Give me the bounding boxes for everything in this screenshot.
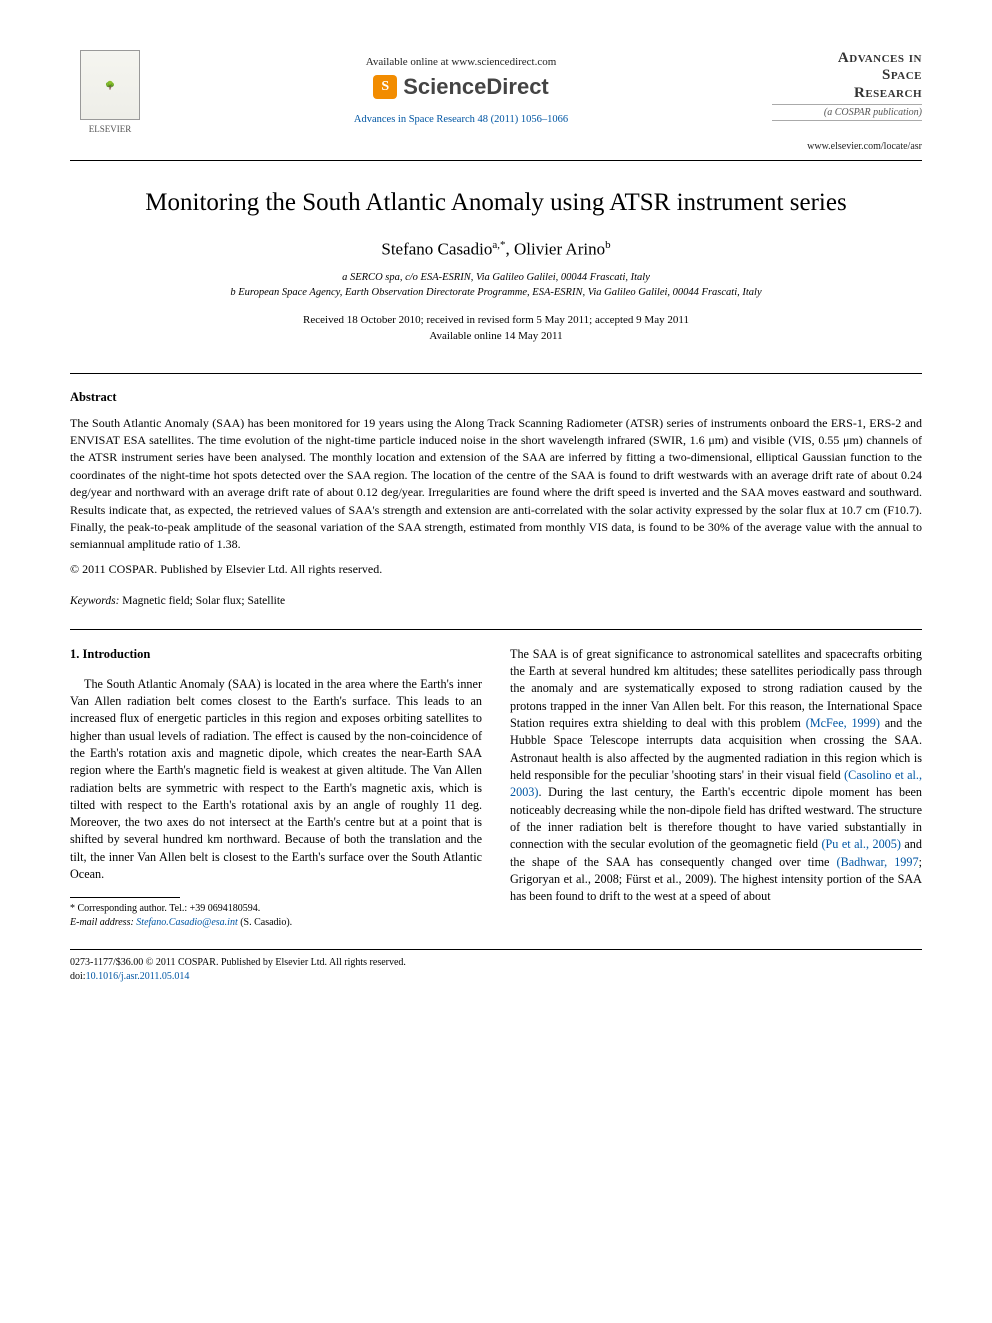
article-title: Monitoring the South Atlantic Anomaly us…: [70, 189, 922, 217]
abstract-text: The South Atlantic Anomaly (SAA) has bee…: [70, 415, 922, 554]
dates-line1: Received 18 October 2010; received in re…: [70, 313, 922, 329]
dates-line2: Available online 14 May 2011: [70, 329, 922, 345]
intro-paragraph-2: The SAA is of great significance to astr…: [510, 646, 922, 906]
footer-block: 0273-1177/$36.00 © 2011 COSPAR. Publishe…: [70, 956, 922, 983]
abstract-heading: Abstract: [70, 390, 922, 405]
author-2-sup: b: [605, 239, 611, 251]
corresponding-divider: [70, 897, 180, 898]
doi-value[interactable]: 10.1016/j.asr.2011.05.014: [86, 971, 190, 982]
affiliation-a: a SERCO spa, c/o ESA-ESRIN, Via Galileo …: [70, 271, 922, 286]
author-1-sup: a,*: [492, 239, 505, 251]
footer-doi-line: doi:10.1016/j.asr.2011.05.014: [70, 970, 922, 984]
introduction-heading: 1. Introduction: [70, 646, 482, 664]
authors-line: Stefano Casadioa,*, Olivier Arinob: [70, 239, 922, 260]
left-column: 1. Introduction The South Atlantic Anoma…: [70, 646, 482, 930]
elsevier-label: ELSEVIER: [70, 124, 150, 134]
right-column: The SAA is of great significance to astr…: [510, 646, 922, 930]
page-header: 🌳 ELSEVIER Available online at www.scien…: [70, 50, 922, 152]
elsevier-tree-icon: 🌳: [80, 50, 140, 120]
journal-url[interactable]: www.elsevier.com/locate/asr: [772, 141, 922, 152]
citation-badhwar-1997[interactable]: (Badhwar, 1997: [837, 855, 919, 869]
intro-paragraph-1: The South Atlantic Anomaly (SAA) is loca…: [70, 676, 482, 884]
citation-mcfee-1999[interactable]: (McFee, 1999): [806, 716, 880, 730]
email-name: (S. Casadio).: [240, 917, 292, 928]
email-label: E-mail address:: [70, 917, 134, 928]
sciencedirect-text: ScienceDirect: [403, 74, 549, 100]
email-address[interactable]: Stefano.Casadio@esa.int: [136, 917, 237, 928]
cospar-publication: (a COSPAR publication): [772, 104, 922, 121]
journal-title: Advances in Space Research: [772, 50, 922, 102]
corresponding-author-block: * Corresponding author. Tel.: +39 069418…: [70, 902, 482, 929]
footer-copyright: 0273-1177/$36.00 © 2011 COSPAR. Publishe…: [70, 956, 922, 970]
header-rule: [70, 160, 922, 161]
sciencedirect-icon: S: [373, 75, 397, 99]
keywords-label: Keywords:: [70, 595, 119, 607]
journal-reference[interactable]: Advances in Space Research 48 (2011) 105…: [150, 114, 772, 125]
abstract-bottom-rule: [70, 629, 922, 630]
affiliations: a SERCO spa, c/o ESA-ESRIN, Via Galileo …: [70, 271, 922, 300]
available-online-text: Available online at www.sciencedirect.co…: [150, 56, 772, 68]
sciencedirect-brand: S ScienceDirect: [373, 74, 549, 100]
citation-pu-2005[interactable]: (Pu et al., 2005): [821, 837, 900, 851]
abstract-copyright: © 2011 COSPAR. Published by Elsevier Ltd…: [70, 562, 922, 577]
doi-label: doi:: [70, 971, 86, 982]
corresponding-email-line: E-mail address: Stefano.Casadio@esa.int …: [70, 916, 482, 930]
corresponding-tel: * Corresponding author. Tel.: +39 069418…: [70, 902, 482, 916]
elsevier-logo: 🌳 ELSEVIER: [70, 50, 150, 134]
journal-box: Advances in Space Research (a COSPAR pub…: [772, 50, 922, 152]
author-1: Stefano Casadio: [381, 239, 492, 258]
affiliation-b: b European Space Agency, Earth Observati…: [70, 286, 922, 301]
abstract-top-rule: [70, 373, 922, 374]
footer-rule: [70, 949, 922, 950]
keywords-values: Magnetic field; Solar flux; Satellite: [122, 595, 285, 607]
author-2: Olivier Arino: [514, 239, 605, 258]
body-columns: 1. Introduction The South Atlantic Anoma…: [70, 646, 922, 930]
center-header: Available online at www.sciencedirect.co…: [150, 50, 772, 125]
article-dates: Received 18 October 2010; received in re…: [70, 313, 922, 345]
keywords-line: Keywords: Magnetic field; Solar flux; Sa…: [70, 595, 922, 607]
